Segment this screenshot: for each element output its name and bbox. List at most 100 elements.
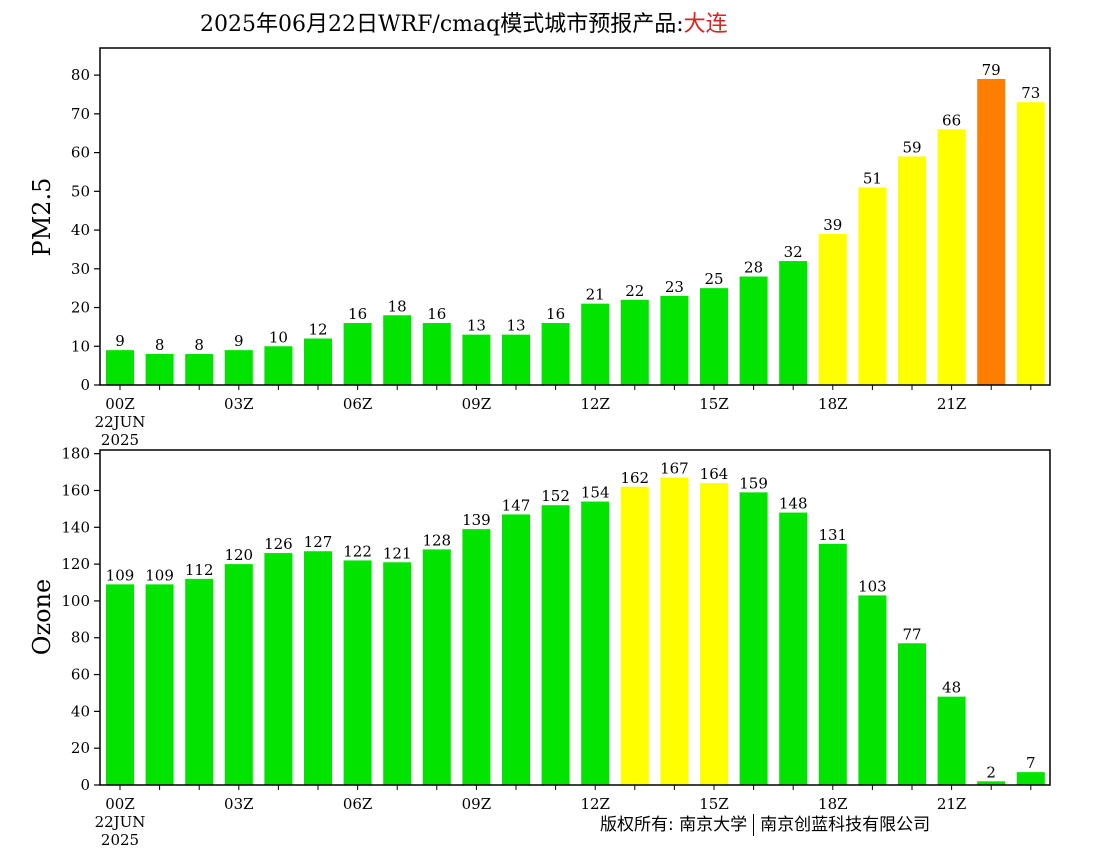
pm25-bar (304, 338, 332, 385)
pm25-x-tick-label: 15Z (699, 395, 729, 413)
pm25-data-label: 8 (194, 336, 204, 354)
pm25-y-tick-label: 50 (71, 182, 90, 200)
ozone-data-label: 167 (660, 460, 689, 478)
pm25-bar (581, 303, 610, 385)
ozone-data-label: 164 (700, 465, 729, 483)
copyright-owner: 版权所有: 南京大学 (600, 815, 748, 835)
pm25-data-label: 32 (784, 243, 803, 261)
pm25-bar (502, 334, 530, 385)
ozone-bar (422, 549, 451, 785)
pm25-y-tick-label: 80 (71, 66, 90, 84)
pm25-data-label: 23 (665, 278, 684, 296)
ozone-y-tick-label: 40 (71, 702, 90, 720)
ozone-x-tick-label: 09Z (462, 795, 492, 813)
ozone-y-tick-label: 160 (61, 481, 90, 499)
pm25-data-label: 59 (902, 138, 921, 156)
pm25-data-label: 18 (388, 297, 407, 315)
pm25-bar (383, 315, 412, 385)
pm25-bar (818, 233, 847, 385)
pm25-data-label: 13 (506, 317, 525, 335)
pm25-data-label: 21 (586, 286, 605, 304)
pm25-bar (145, 354, 174, 385)
pm25-data-label: 10 (269, 328, 288, 346)
ozone-data-label: 7 (1026, 754, 1036, 772)
ozone-data-label: 131 (818, 526, 847, 544)
pm25-bar (898, 156, 926, 385)
chart-title: 2025年06月22日WRF/cmaq模式城市预报产品:大连 (0, 6, 1100, 38)
pm25-x-tick-label: 03Z (224, 395, 254, 413)
ozone-bar (779, 512, 808, 785)
ozone-data-label: 121 (383, 544, 412, 562)
pm25-y-tick-label: 60 (71, 144, 90, 162)
copyright-separator (753, 814, 755, 836)
ozone-y-tick-label: 100 (61, 592, 90, 610)
pm25-data-label: 9 (234, 332, 244, 350)
ozone-x-tick-label: 03Z (224, 795, 254, 813)
pm25-data-label: 66 (942, 111, 961, 129)
pm25-x-tick-label: 09Z (462, 395, 492, 413)
ozone-y-tick-label: 140 (61, 518, 90, 536)
ozone-bar (106, 584, 134, 785)
pm25-y-tick-label: 70 (71, 105, 90, 123)
ozone-y-tick-label: 120 (61, 555, 90, 573)
ozone-x-tick-label: 21Z (937, 795, 967, 813)
ozone-y-tick-label: 0 (80, 776, 90, 794)
ozone-bar (581, 501, 610, 785)
ozone-data-label: 126 (264, 535, 293, 553)
copyright-notice: 版权所有: 南京大学 南京创蓝科技有限公司 (600, 810, 930, 836)
pm25-data-label: 28 (744, 259, 763, 277)
pm25-y-tick-label: 30 (71, 260, 90, 278)
ozone-bar (937, 696, 966, 785)
ozone-bar (818, 543, 847, 785)
ozone-y-tick-label: 180 (61, 445, 90, 463)
ozone-bar (264, 553, 293, 785)
pm25-data-label: 39 (823, 216, 842, 234)
ozone-bar (541, 505, 570, 785)
ozone-bar (383, 562, 412, 785)
ozone-data-label: 2 (986, 763, 996, 781)
ozone-data-label: 77 (902, 625, 921, 643)
pm25-y-tick-label: 20 (71, 299, 90, 317)
ozone-bar (858, 595, 887, 785)
ozone-bar (343, 560, 372, 785)
ozone-x-tick-label: 00Z (105, 795, 135, 813)
pm25-bar (462, 334, 491, 385)
ozone-data-label: 147 (502, 496, 531, 514)
ozone-bar (898, 643, 926, 785)
pm25-y-tick-label: 10 (71, 337, 90, 355)
pm25-bar (541, 323, 570, 385)
ozone-x-date-label: 2025 (101, 831, 139, 849)
pm25-data-label: 8 (155, 336, 165, 354)
ozone-bar (224, 564, 253, 785)
pm25-bar (858, 187, 887, 385)
ozone-data-label: 122 (343, 542, 372, 560)
ozone-y-axis-label: Ozone (28, 579, 56, 655)
pm25-x-tick-label: 06Z (343, 395, 373, 413)
ozone-bar (145, 584, 174, 785)
pm25-y-tick-label: 0 (80, 376, 90, 394)
pm25-plot-frame (99, 47, 1051, 386)
pm25-data-label: 25 (704, 270, 723, 288)
ozone-x-tick-label: 06Z (343, 795, 373, 813)
ozone-x-date-label: 22JUN (95, 813, 146, 831)
pm25-data-label: 12 (308, 321, 327, 339)
pm25-data-label: 13 (467, 317, 486, 335)
ozone-y-tick-label: 60 (71, 666, 90, 684)
ozone-y-tick-label: 80 (71, 629, 90, 647)
ozone-data-label: 139 (462, 511, 491, 529)
ozone-data-label: 152 (541, 487, 570, 505)
pm25-x-tick-label: 00Z (105, 395, 135, 413)
ozone-bar (977, 781, 1006, 785)
ozone-data-label: 109 (106, 566, 135, 584)
ozone-bar (739, 492, 768, 785)
pm25-x-tick-label: 18Z (818, 395, 848, 413)
title-city: 大连 (683, 12, 728, 37)
ozone-data-label: 48 (942, 679, 961, 697)
pm25-bar (106, 350, 134, 385)
ozone-data-label: 112 (185, 561, 214, 579)
pm25-data-label: 16 (546, 305, 565, 323)
ozone-bar (660, 477, 689, 785)
ozone-bar (620, 486, 649, 785)
ozone-data-label: 128 (422, 531, 451, 549)
